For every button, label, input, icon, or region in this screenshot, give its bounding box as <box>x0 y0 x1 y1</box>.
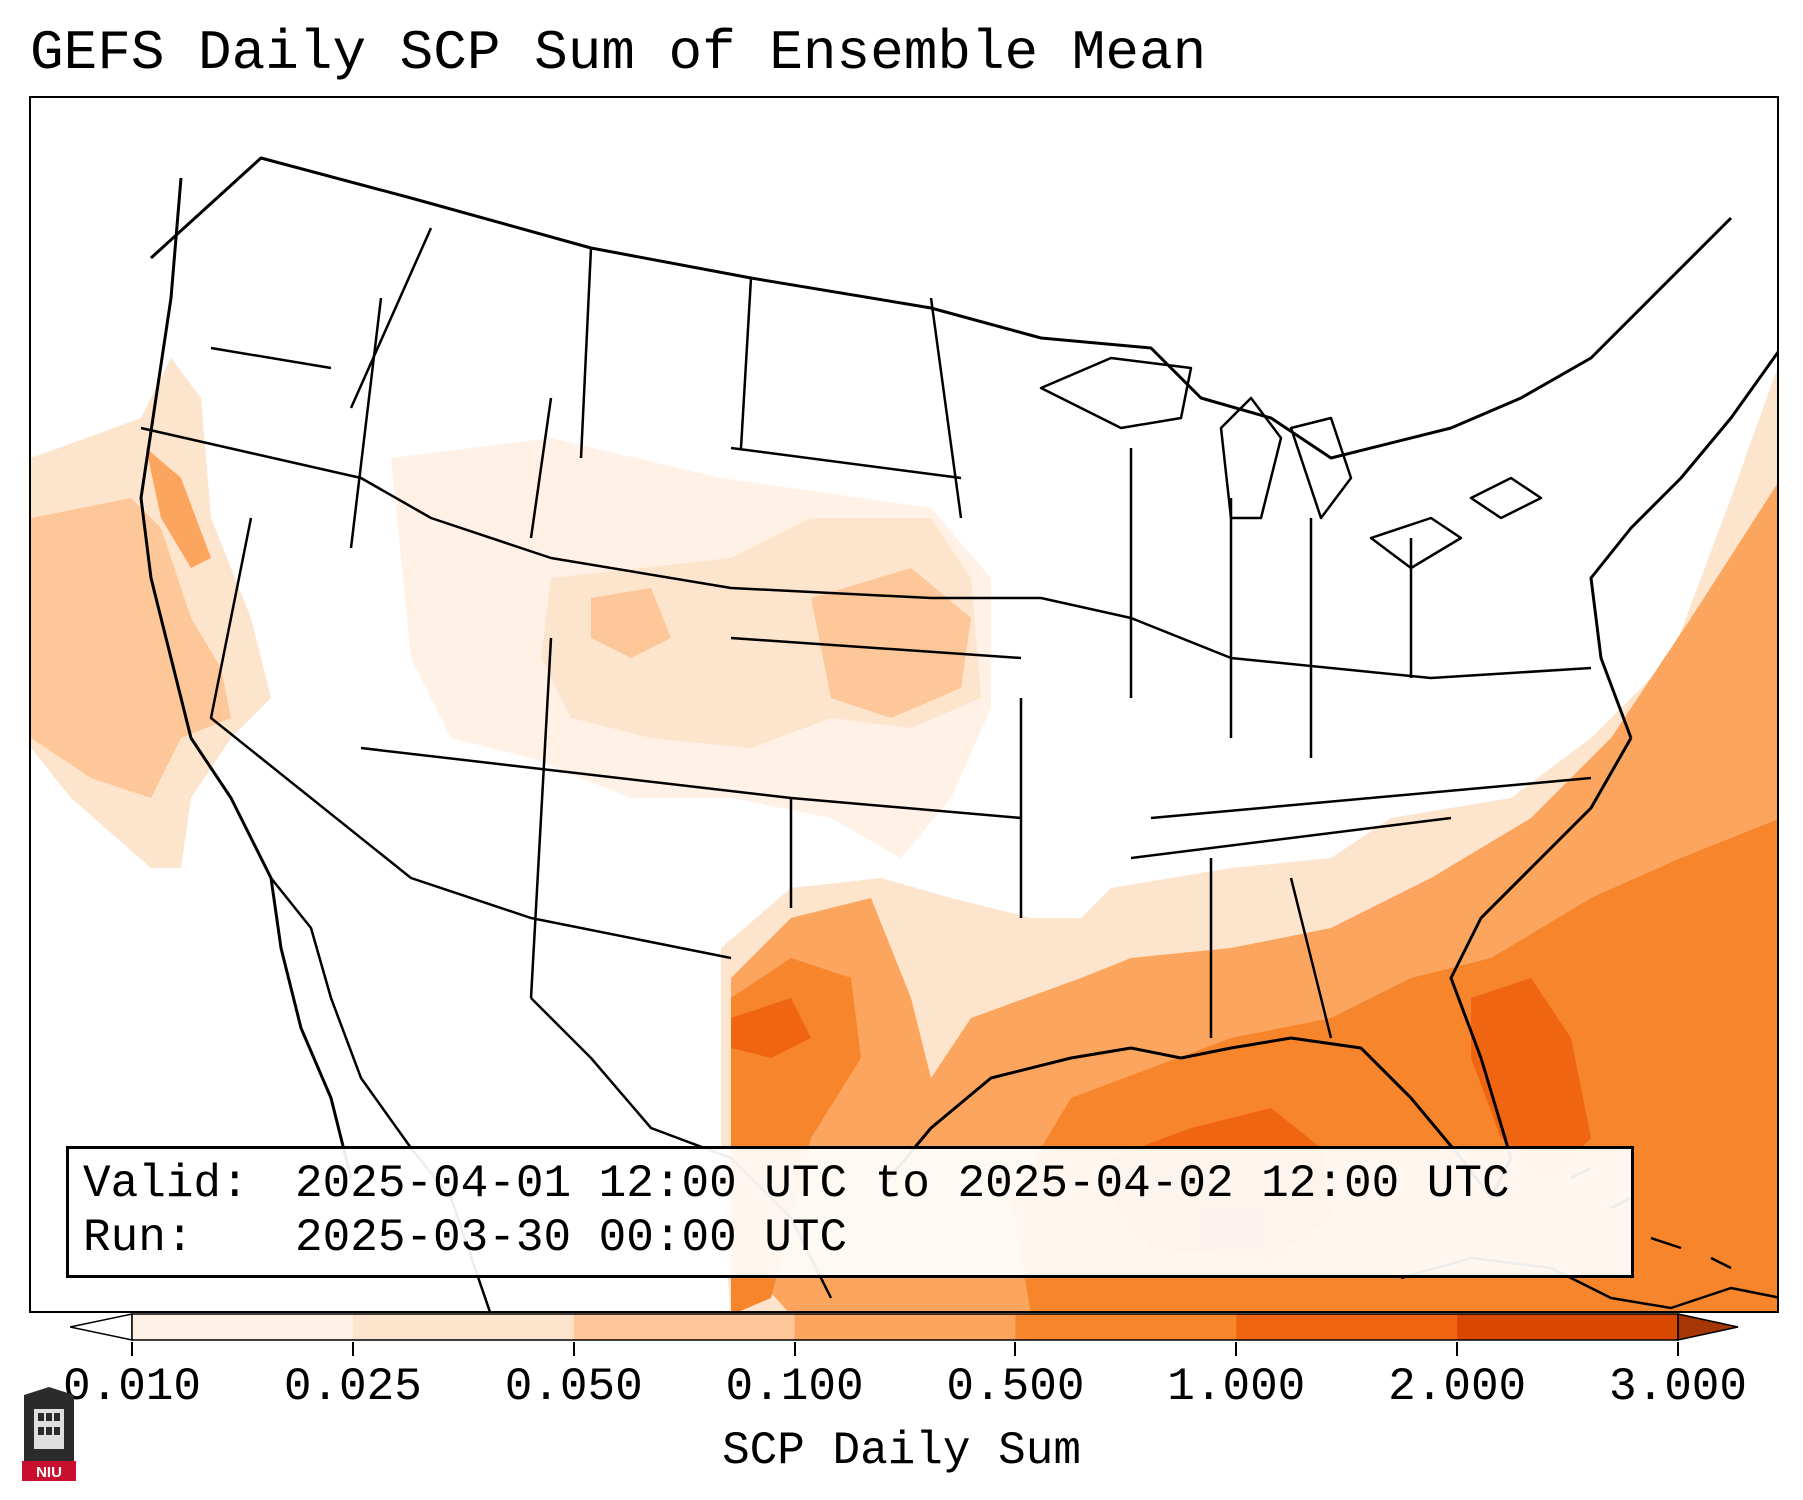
map-panel <box>29 96 1779 1313</box>
colorbar-label: SCP Daily Sum <box>722 1425 1081 1477</box>
run-label: Run: <box>83 1212 194 1264</box>
colorbar-tick-label: 0.100 <box>725 1361 864 1413</box>
colorbar-tick-mark <box>1014 1342 1017 1356</box>
valid-label: Valid: <box>83 1158 249 1210</box>
colorbar-tick-label: 2.000 <box>1388 1361 1527 1413</box>
valid-run-info-box: Valid: 2025-04-01 12:00 UTC to 2025-04-02… <box>66 1146 1634 1278</box>
colorbar-tick-mark <box>1456 1342 1459 1356</box>
atlantic-coastline <box>1589 351 1777 739</box>
niu-logo: NIU <box>22 1387 76 1481</box>
pacific-coastline <box>139 177 353 1179</box>
colorbar-tick-mark <box>793 1342 796 1356</box>
colorbar-tick-label: 1.000 <box>1167 1361 1306 1413</box>
run-value: 2025-03-30 00:00 UTC <box>295 1212 848 1264</box>
scp-area-texas-dark <box>731 998 811 1058</box>
scp-area-colorado-mid <box>591 588 671 658</box>
colorbar-tick-label: 0.050 <box>504 1361 643 1413</box>
scp-area-kansas-mid <box>811 568 971 718</box>
colorbar-tick-mark <box>131 1342 133 1356</box>
colorbar-tick-label: 0.025 <box>283 1361 422 1413</box>
scp-area-california-orange <box>146 448 211 568</box>
colorbar <box>70 1313 1739 1341</box>
colorbar-tick-mark <box>351 1342 354 1356</box>
colorbar-extend-high <box>1677 1313 1739 1341</box>
colorbar-segment <box>794 1314 1016 1340</box>
great-lakes <box>1039 356 1543 570</box>
colorbar-tick-label: 3.000 <box>1608 1361 1748 1413</box>
logo-text: NIU <box>36 1464 62 1481</box>
gulf-coastline <box>879 737 1633 1200</box>
valid-value: 2025-04-01 12:00 UTC to 2025-04-02 12:00… <box>295 1158 1510 1210</box>
colorbar-extend-low <box>70 1313 133 1341</box>
scp-area-pacific-mid <box>31 498 231 798</box>
colorbar-segment <box>1015 1314 1237 1340</box>
us-canada-border <box>149 156 1733 460</box>
map-title: GEFS Daily SCP Sum of Ensemble Mean <box>30 21 1207 85</box>
colorbar-tick-mark <box>1235 1342 1238 1356</box>
state-lines <box>140 227 1592 1039</box>
colorbar-segment <box>132 1314 354 1340</box>
run-line: Run: 2025-03-30 00:00 UTC <box>83 1211 1617 1265</box>
colorbar-tick-mark <box>1677 1342 1679 1356</box>
colorbar-tick-label: 0.500 <box>946 1361 1085 1413</box>
scp-map <box>31 156 1777 1311</box>
colorbar-segment <box>573 1314 796 1340</box>
colorbar-segment <box>1236 1314 1458 1340</box>
colorbar-tick-label: 0.010 <box>62 1361 202 1413</box>
colorbar-segment <box>352 1314 575 1340</box>
colorbar-segment <box>1457 1314 1679 1340</box>
colorbar-tick-mark <box>572 1342 575 1356</box>
colorbar-outline <box>131 1313 1679 1341</box>
valid-line: Valid: 2025-04-01 12:00 UTC to 2025-04-02… <box>83 1157 1617 1211</box>
